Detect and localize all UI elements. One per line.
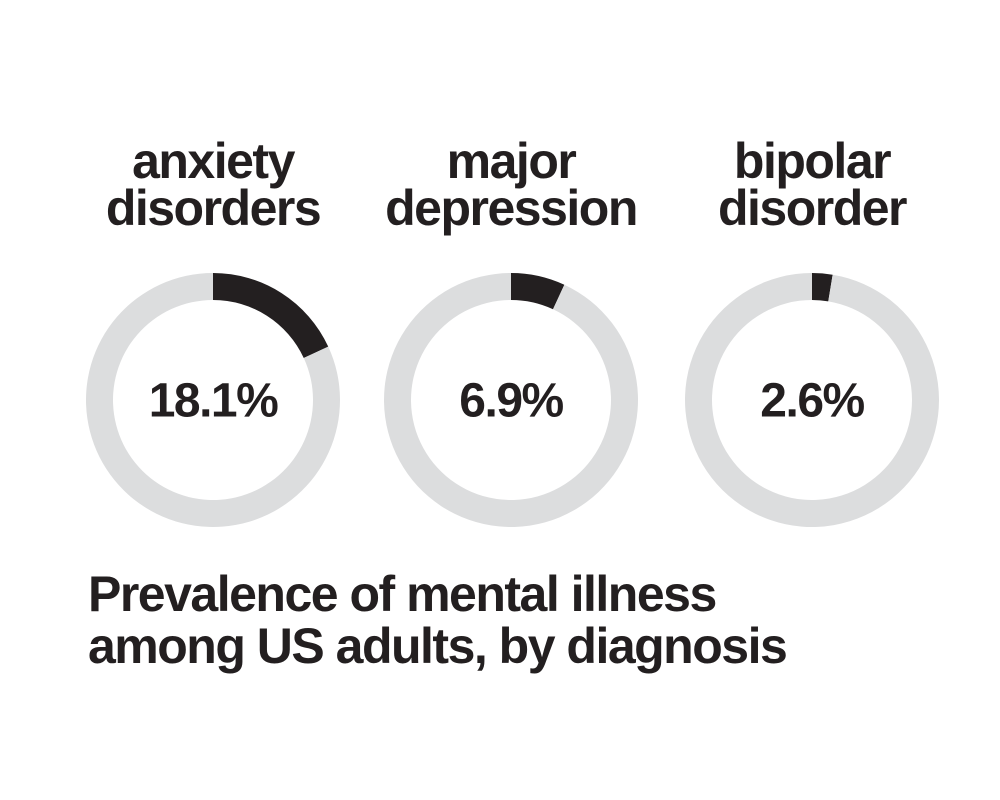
value-label: 2.6% [760, 375, 864, 428]
donut-segment [213, 273, 329, 358]
caption: among US adults, by diagnosis [88, 618, 786, 674]
chart-title: depression [385, 180, 637, 236]
chart-title: anxiety [132, 133, 296, 189]
chart-title: disorders [106, 180, 320, 236]
chart-title: major [447, 133, 577, 189]
value-label: 6.9% [459, 375, 563, 428]
donut-segment [511, 273, 565, 310]
chart-title: disorder [718, 180, 907, 236]
donut-segment [812, 273, 833, 302]
chart-title: bipolar [734, 133, 891, 189]
caption: Prevalence of mental illness [88, 566, 716, 622]
value-label: 18.1% [149, 375, 278, 428]
